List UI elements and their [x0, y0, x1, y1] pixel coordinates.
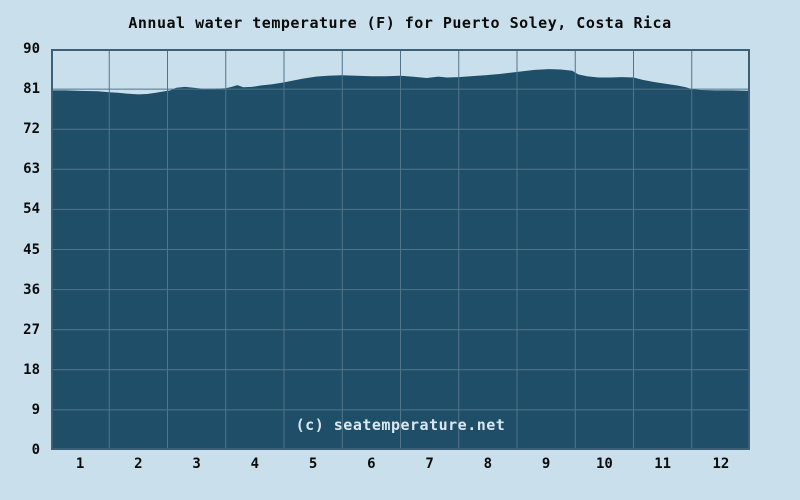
- y-axis-tick-label: 27: [23, 321, 40, 338]
- plot-area: [51, 49, 750, 450]
- x-axis-tick-label: 1: [75, 456, 85, 472]
- y-axis-tick-label: 0: [31, 442, 40, 458]
- x-axis-tick-label: 4: [250, 456, 260, 472]
- watermark-text: (c) seatemperature.net: [295, 416, 506, 434]
- chart-title: Annual water temperature (F) for Puerto …: [128, 14, 672, 32]
- plot-border: [51, 49, 750, 450]
- y-axis-tick-label: 90: [23, 41, 40, 57]
- x-axis-tick-label: 9: [541, 456, 551, 472]
- x-axis-tick-label: 3: [192, 456, 201, 472]
- x-axis-tick-label: 11: [654, 456, 672, 472]
- y-axis-tick-label: 18: [23, 361, 40, 378]
- x-axis-tick-label: 6: [367, 456, 376, 472]
- x-axis-tick-label: 5: [308, 456, 318, 472]
- y-axis-tick-label: 72: [23, 121, 40, 138]
- y-axis-tick-label: 54: [23, 201, 40, 218]
- x-axis-tick-label: 10: [595, 456, 613, 472]
- x-axis-tick-label: 12: [712, 456, 730, 472]
- x-axis-tick-label: 2: [134, 456, 143, 472]
- x-axis-tick-label: 7: [425, 456, 434, 472]
- y-axis-tick-label: 63: [23, 161, 40, 178]
- y-axis-tick-label: 45: [23, 241, 40, 258]
- y-axis-tick-label: 36: [23, 281, 40, 298]
- y-axis-tick-label: 9: [31, 401, 40, 418]
- x-axis-tick-label: 8: [483, 456, 493, 472]
- temperature-area-svg: [51, 49, 750, 450]
- y-axis-tick-label: 81: [23, 81, 40, 98]
